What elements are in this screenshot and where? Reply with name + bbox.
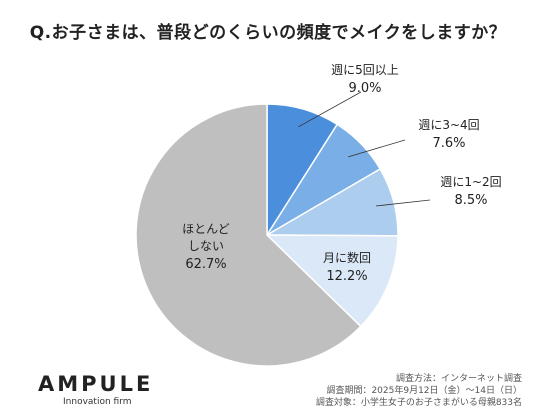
chart-title: Q.お子さまは、普段どのくらいの頻度でメイクをしますか？: [29, 23, 507, 43]
slice-value-label: 9.0%: [348, 81, 381, 96]
leader-line: [348, 139, 406, 158]
pie-slice: [265, 234, 399, 328]
slice-value-label: 12.2%: [326, 269, 367, 284]
survey-info: 調査方法：インターネット調査 調査期間：2025年9月12日（金）～14日（日）…: [316, 373, 522, 409]
slice-label: 週に3~4回: [418, 118, 479, 132]
brand-tagline: Innovation firm: [63, 397, 132, 407]
leader-line: [375, 199, 431, 207]
slice-label: ほとんど: [182, 222, 230, 236]
slice-value-label: 7.6%: [432, 136, 465, 151]
slice-label: 月に数回: [323, 250, 371, 265]
pie-slice: [135, 103, 362, 367]
slice-label: 週に1~2回: [440, 175, 501, 189]
leader-line: [298, 91, 362, 128]
brand-logo: AMPULE: [38, 372, 154, 396]
slice-value-label: 8.5%: [454, 193, 487, 208]
slice-label: 週に5回以上: [331, 63, 399, 77]
survey-period: 調査期間：2025年9月12日（金）～14日（日）: [326, 386, 522, 396]
slice-label: しない: [188, 239, 224, 253]
slice-value-label: 62.7%: [185, 257, 226, 272]
survey-target: 調査対象：小学生女子のお子さまがいる母親833名: [315, 398, 522, 408]
survey-method: 調査方法：インターネット調査: [395, 374, 522, 384]
